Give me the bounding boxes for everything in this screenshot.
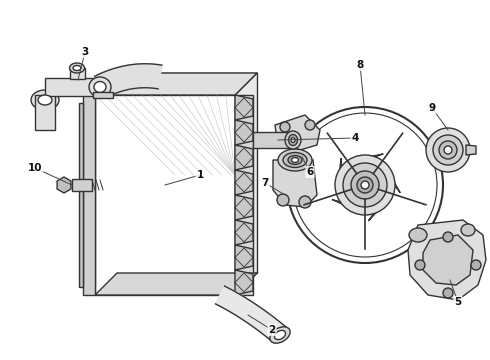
Polygon shape — [235, 120, 253, 145]
Circle shape — [280, 122, 290, 132]
Polygon shape — [235, 220, 253, 245]
Polygon shape — [235, 170, 253, 195]
Polygon shape — [235, 95, 253, 120]
Ellipse shape — [89, 77, 111, 97]
Polygon shape — [392, 176, 400, 193]
Ellipse shape — [73, 66, 81, 71]
Text: 4: 4 — [351, 133, 359, 143]
Text: 5: 5 — [454, 297, 462, 307]
Polygon shape — [273, 160, 317, 207]
Circle shape — [351, 171, 379, 199]
Polygon shape — [332, 199, 348, 208]
Circle shape — [335, 155, 395, 215]
Polygon shape — [79, 103, 83, 287]
Polygon shape — [95, 73, 257, 95]
Polygon shape — [72, 179, 92, 191]
Polygon shape — [57, 177, 71, 193]
Polygon shape — [339, 158, 342, 176]
Circle shape — [343, 163, 387, 207]
Ellipse shape — [291, 138, 295, 143]
Ellipse shape — [409, 228, 427, 242]
Circle shape — [471, 260, 481, 270]
Circle shape — [287, 107, 443, 263]
Ellipse shape — [274, 330, 286, 339]
Polygon shape — [368, 208, 381, 221]
Polygon shape — [70, 68, 85, 79]
Circle shape — [277, 194, 289, 206]
Circle shape — [361, 181, 369, 189]
Ellipse shape — [278, 149, 312, 171]
Text: 10: 10 — [28, 163, 42, 173]
Polygon shape — [235, 195, 253, 220]
Text: 1: 1 — [196, 170, 204, 180]
Text: 2: 2 — [269, 325, 275, 335]
Circle shape — [305, 120, 315, 130]
Polygon shape — [235, 270, 253, 295]
Ellipse shape — [70, 63, 84, 73]
Ellipse shape — [94, 81, 106, 93]
Circle shape — [357, 177, 373, 193]
Circle shape — [415, 260, 425, 270]
Polygon shape — [423, 235, 473, 285]
Polygon shape — [408, 220, 486, 300]
Text: 7: 7 — [261, 178, 269, 188]
Circle shape — [426, 128, 470, 172]
Polygon shape — [275, 115, 320, 150]
Text: 6: 6 — [306, 167, 314, 177]
Circle shape — [444, 146, 452, 154]
Circle shape — [293, 113, 437, 257]
Polygon shape — [253, 132, 291, 148]
Ellipse shape — [31, 90, 59, 110]
Text: 9: 9 — [428, 103, 436, 113]
Circle shape — [443, 232, 453, 242]
Text: 3: 3 — [81, 47, 89, 57]
Polygon shape — [235, 95, 253, 295]
Polygon shape — [95, 273, 257, 295]
Polygon shape — [365, 154, 383, 158]
Polygon shape — [95, 64, 162, 98]
Polygon shape — [95, 95, 235, 295]
Circle shape — [299, 196, 311, 208]
Ellipse shape — [288, 156, 302, 165]
Ellipse shape — [292, 158, 298, 162]
Polygon shape — [83, 95, 95, 295]
Circle shape — [443, 288, 453, 298]
Ellipse shape — [38, 95, 52, 105]
Ellipse shape — [289, 135, 297, 145]
Polygon shape — [45, 78, 100, 96]
Ellipse shape — [285, 131, 301, 149]
Polygon shape — [216, 286, 286, 343]
Ellipse shape — [461, 224, 475, 236]
Polygon shape — [35, 95, 55, 130]
Polygon shape — [93, 92, 113, 98]
Text: 8: 8 — [356, 60, 364, 70]
Ellipse shape — [270, 327, 290, 343]
Ellipse shape — [283, 153, 307, 167]
Circle shape — [439, 141, 457, 159]
Circle shape — [433, 135, 463, 165]
Polygon shape — [466, 145, 476, 155]
Polygon shape — [235, 245, 253, 270]
Polygon shape — [235, 145, 253, 170]
Polygon shape — [117, 73, 257, 273]
